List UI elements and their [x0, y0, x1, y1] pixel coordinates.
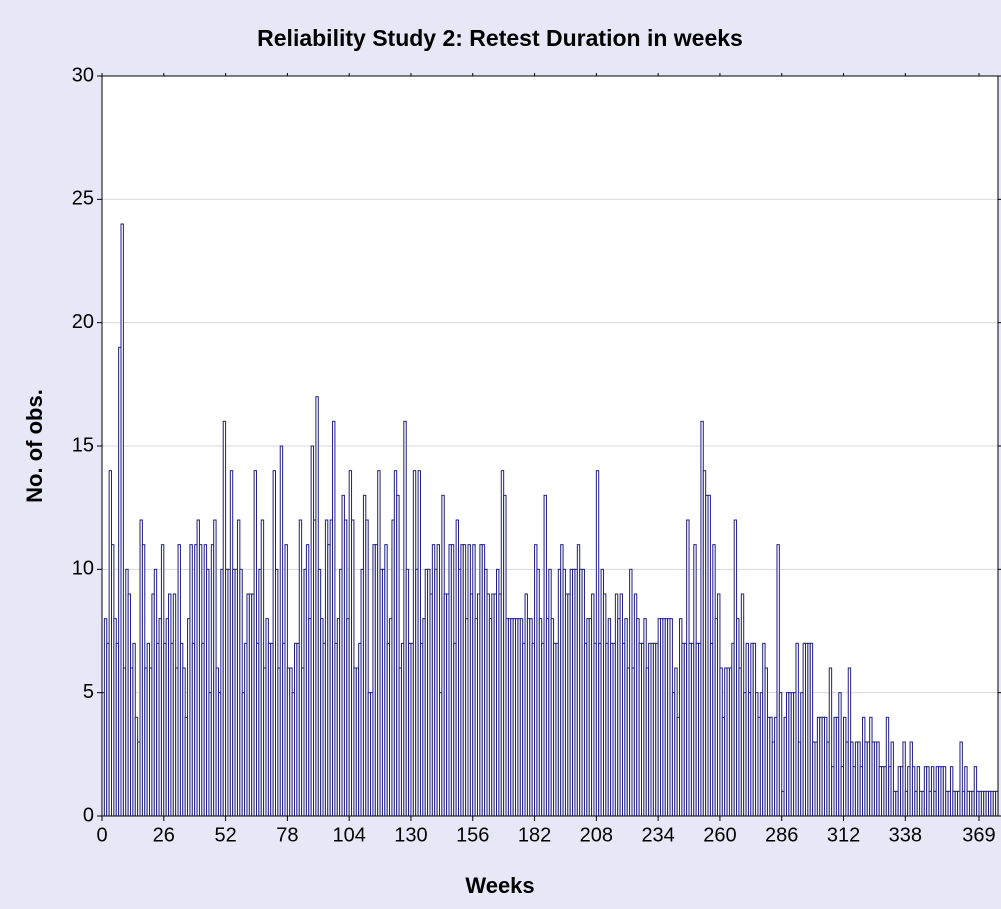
y-tick-label: 20 — [72, 311, 94, 333]
x-axis-title: Weeks — [465, 873, 534, 898]
x-tick-label: 260 — [703, 824, 736, 846]
chart-title: Reliability Study 2: Retest Duration in … — [257, 25, 743, 51]
x-tick-label: 78 — [276, 824, 298, 846]
x-tick-label: 338 — [889, 824, 922, 846]
x-tick-label: 0 — [96, 824, 107, 846]
x-tick-label: 369 — [962, 824, 995, 846]
y-tick-label: 25 — [72, 188, 94, 210]
x-tick-label: 156 — [456, 824, 489, 846]
x-tick-label: 286 — [765, 824, 798, 846]
x-tick-label: 104 — [332, 824, 365, 846]
y-axis-title: No. of obs. — [22, 389, 47, 503]
x-tick-label: 208 — [580, 824, 613, 846]
y-tick-label: 30 — [72, 64, 94, 86]
x-tick-label: 26 — [153, 824, 175, 846]
x-tick-label: 312 — [827, 824, 860, 846]
plot-frame — [101, 75, 999, 817]
x-tick-label: 130 — [394, 824, 427, 846]
y-tick-label: 10 — [72, 558, 94, 580]
y-tick-label: 0 — [83, 804, 94, 826]
x-tick-label: 234 — [641, 824, 674, 846]
y-tick-label: 5 — [83, 681, 94, 703]
y-tick-label: 15 — [72, 434, 94, 456]
x-tick-label: 182 — [518, 824, 551, 846]
x-tick-label: 52 — [214, 824, 236, 846]
